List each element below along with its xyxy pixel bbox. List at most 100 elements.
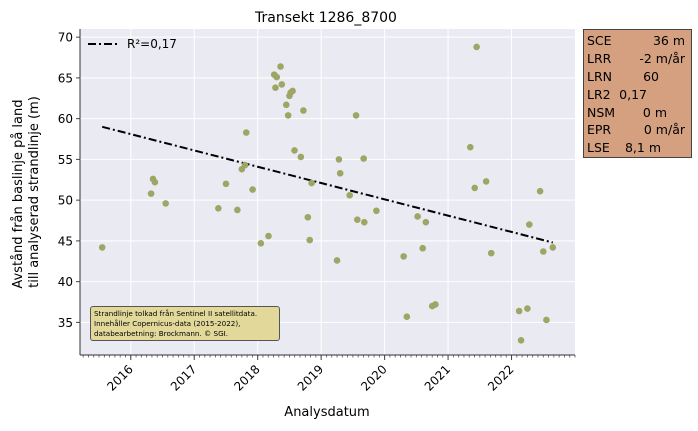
trendline — [101, 125, 554, 244]
data-point — [273, 73, 281, 81]
chart-title: Transekt 1286_8700 — [254, 10, 397, 26]
y-tick-label: 45 — [58, 234, 73, 248]
data-point — [536, 187, 544, 195]
stat-value: 36 m — [652, 33, 685, 48]
x-tick-label: 2017 — [168, 362, 199, 393]
y-tick-label: 65 — [58, 71, 73, 85]
stat-value: -2 m/år — [639, 50, 685, 66]
stat-value: 8,1 m — [624, 140, 661, 156]
data-point — [403, 313, 411, 320]
data-point — [419, 244, 426, 252]
stat-row-epr: EPR 0 m/år — [587, 121, 691, 139]
y-axis-label-line-1: Avstånd från baslinje på land — [11, 99, 26, 288]
legend-label: R²=0,17 — [127, 37, 177, 51]
data-point — [539, 248, 547, 255]
stat-row-lrr: LRR -2 m/år — [587, 50, 691, 68]
y-tick-label: 40 — [58, 275, 73, 289]
data-point — [360, 155, 367, 162]
stat-value: 0,17 — [619, 86, 647, 102]
stat-key: LSE — [587, 140, 610, 156]
stat-key: SCE — [587, 33, 612, 48]
data-point — [289, 87, 296, 95]
stat-value: 60 — [643, 68, 659, 84]
y-tick-label: 70 — [58, 31, 73, 45]
data-point — [242, 129, 250, 136]
data-point — [306, 236, 314, 244]
data-point — [526, 221, 533, 228]
y-tick-label: 50 — [58, 194, 73, 208]
x-tick-label: 2022 — [485, 362, 516, 393]
stat-key: LRR — [587, 50, 612, 66]
stat-row-sce: SCE 36 m — [587, 32, 691, 50]
note-line-1: Strandlinje tolkad från Sentinel II sate… — [94, 309, 258, 318]
plot-area — [80, 29, 575, 355]
stat-key: LRN — [587, 68, 612, 84]
data-point — [352, 112, 360, 119]
data-point — [265, 232, 272, 240]
data-point — [335, 156, 343, 163]
x-tick-label: 2020 — [358, 362, 389, 393]
legend-line-icon — [88, 43, 118, 45]
stat-key: NSM — [587, 104, 616, 120]
trend-line — [101, 125, 554, 244]
data-point — [272, 84, 279, 91]
stat-row-nsm: NSM 0 m — [587, 104, 691, 122]
x-tick-label: 2016 — [104, 362, 135, 393]
data-point — [517, 337, 525, 344]
data-point — [346, 191, 354, 199]
y-axis-label-line-2: till analyserad strandlinje (m) — [27, 96, 42, 288]
y-tick-label: 35 — [58, 316, 73, 330]
data-point — [471, 184, 479, 192]
data-point — [549, 244, 557, 251]
stats-box: SCE 36 m LRR -2 m/år LRN 60 LR2 0,17 NSM… — [583, 29, 692, 158]
data-points — [98, 43, 557, 344]
data-source-note: Strandlinje tolkad från Sentinel II sate… — [90, 306, 280, 341]
data-point — [524, 305, 531, 312]
x-tick-label: 2018 — [231, 362, 262, 393]
data-point — [473, 43, 480, 51]
data-point — [543, 316, 550, 324]
data-point — [336, 169, 344, 177]
data-point — [249, 186, 256, 193]
stat-value: 0 m/år — [643, 122, 685, 138]
grid — [80, 29, 575, 355]
data-point — [278, 81, 286, 88]
data-point — [308, 179, 315, 187]
data-point — [98, 244, 106, 251]
y-axis: 35 40 45 50 55 60 65 70 — [58, 29, 81, 355]
data-point — [297, 153, 305, 161]
x-axis-label: Analysdatum — [284, 405, 369, 420]
note-line-2: Innehåller Copernicus-data (2015-2022), — [94, 319, 241, 328]
x-tick-label: 2021 — [422, 362, 453, 393]
data-point — [466, 143, 474, 151]
stat-row-lse: LSE 8,1 m — [587, 139, 691, 157]
data-point — [291, 147, 298, 154]
y-axis-label: Avstånd från baslinje på land till analy… — [11, 95, 42, 288]
legend: R²=0,17 — [87, 37, 177, 51]
stat-value: 0 m — [642, 104, 667, 120]
data-point — [234, 206, 241, 214]
data-point — [284, 112, 292, 119]
data-point — [215, 205, 222, 212]
data-point — [414, 213, 421, 220]
data-point — [487, 249, 495, 257]
stat-key: LR2 — [587, 86, 611, 102]
data-point — [300, 107, 307, 114]
data-point — [282, 101, 290, 109]
data-point — [354, 216, 361, 224]
data-point — [147, 190, 155, 197]
x-axis: 2016 2017 2018 2019 2020 2021 2022 — [80, 354, 576, 394]
data-point — [422, 218, 430, 226]
data-point — [304, 213, 312, 221]
data-point — [222, 180, 230, 188]
data-point — [333, 257, 341, 264]
data-point — [361, 218, 368, 226]
data-point — [257, 240, 265, 247]
x-tick-label: 2019 — [295, 362, 326, 393]
stat-key: EPR — [587, 122, 612, 138]
y-tick-label: 60 — [58, 112, 73, 126]
data-point — [162, 200, 169, 207]
stat-row-lrn: LRN 60 — [587, 68, 691, 86]
data-point — [151, 178, 159, 186]
